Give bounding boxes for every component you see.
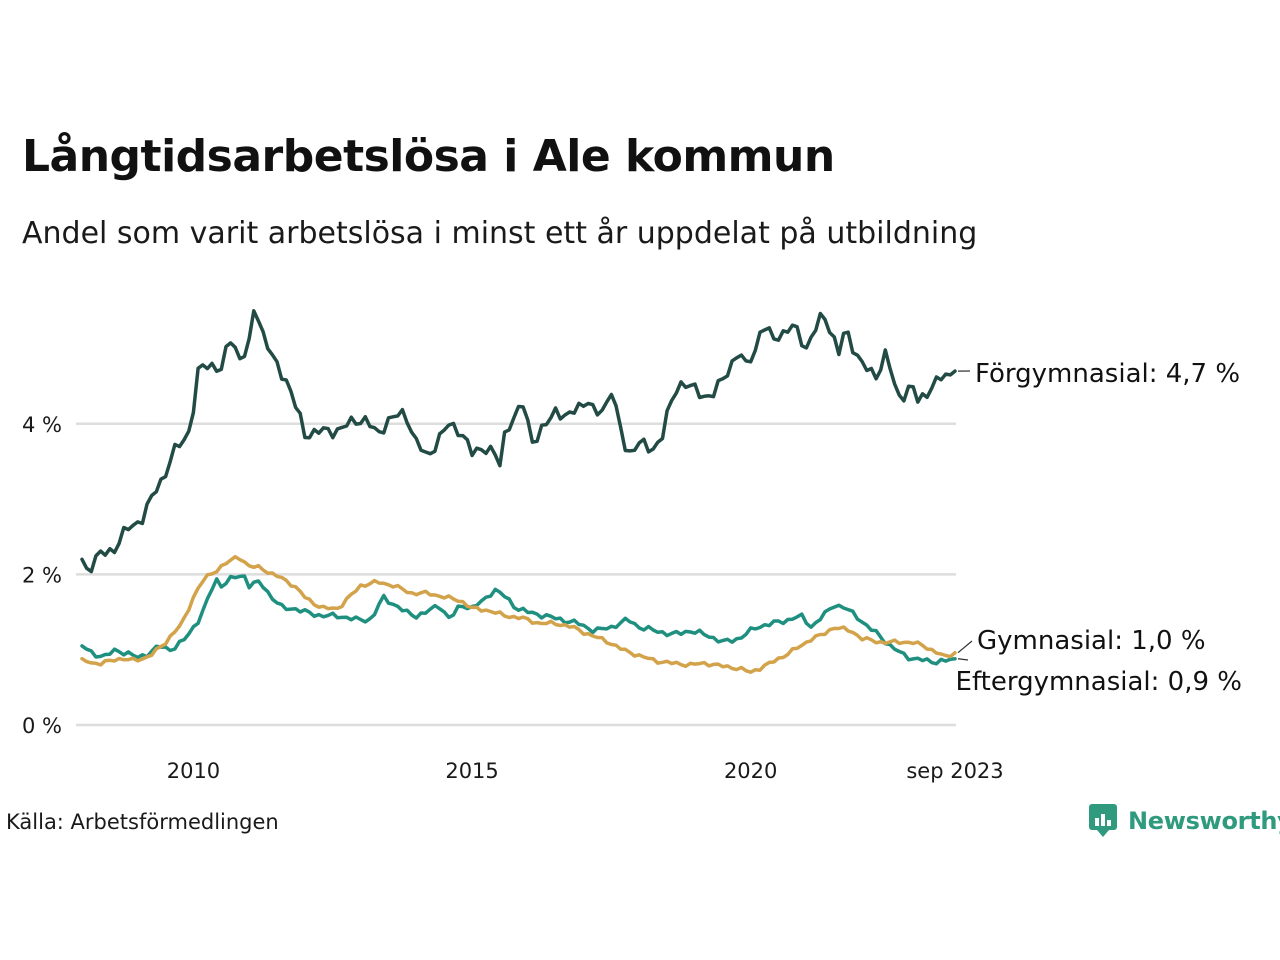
series-lines xyxy=(80,309,957,674)
series-end-label-förgymnasial: Förgymnasial: 4,7 % xyxy=(975,359,1240,389)
series-line-gymnasial xyxy=(80,554,957,674)
x-tick-label: 2015 xyxy=(445,759,498,783)
bar-chart-speech-icon xyxy=(1089,804,1117,837)
gridlines xyxy=(76,422,956,727)
label-connector xyxy=(957,640,973,654)
y-tick-label: 2 % xyxy=(22,563,62,587)
x-tick-label: 2020 xyxy=(724,759,777,783)
newsworthy-logo: Newsworthy xyxy=(1088,803,1280,839)
series-end-label-eftergymnasial: Eftergymnasial: 0,9 % xyxy=(956,667,1242,697)
y-tick-label: 0 % xyxy=(22,714,62,738)
x-tick-label: 2010 xyxy=(167,759,220,783)
chart-title: Långtidsarbetslösa i Ale kommun xyxy=(22,131,835,182)
y-axis-tick-labels: 0 % 2 % 4 % xyxy=(22,413,62,738)
series-end-label-gymnasial: Gymnasial: 1,0 % xyxy=(977,626,1206,656)
series-end-labels: Förgymnasial: 4,7 % Gymnasial: 1,0 % Efter… xyxy=(956,359,1242,697)
x-axis-tick-labels: 2010 2015 2020 sep 2023 xyxy=(167,759,1004,783)
brand-name: Newsworthy xyxy=(1128,807,1280,835)
series-line-förgymnasial xyxy=(80,309,957,574)
x-tick-label: sep 2023 xyxy=(906,759,1003,783)
series-line-eftergymnasial xyxy=(80,574,957,666)
y-tick-label: 4 % xyxy=(22,413,62,437)
label-connector xyxy=(957,658,969,661)
source-note: Källa: Arbetsförmedlingen xyxy=(6,810,279,834)
chart-subtitle: Andel som varit arbetslösa i minst ett å… xyxy=(22,216,978,251)
